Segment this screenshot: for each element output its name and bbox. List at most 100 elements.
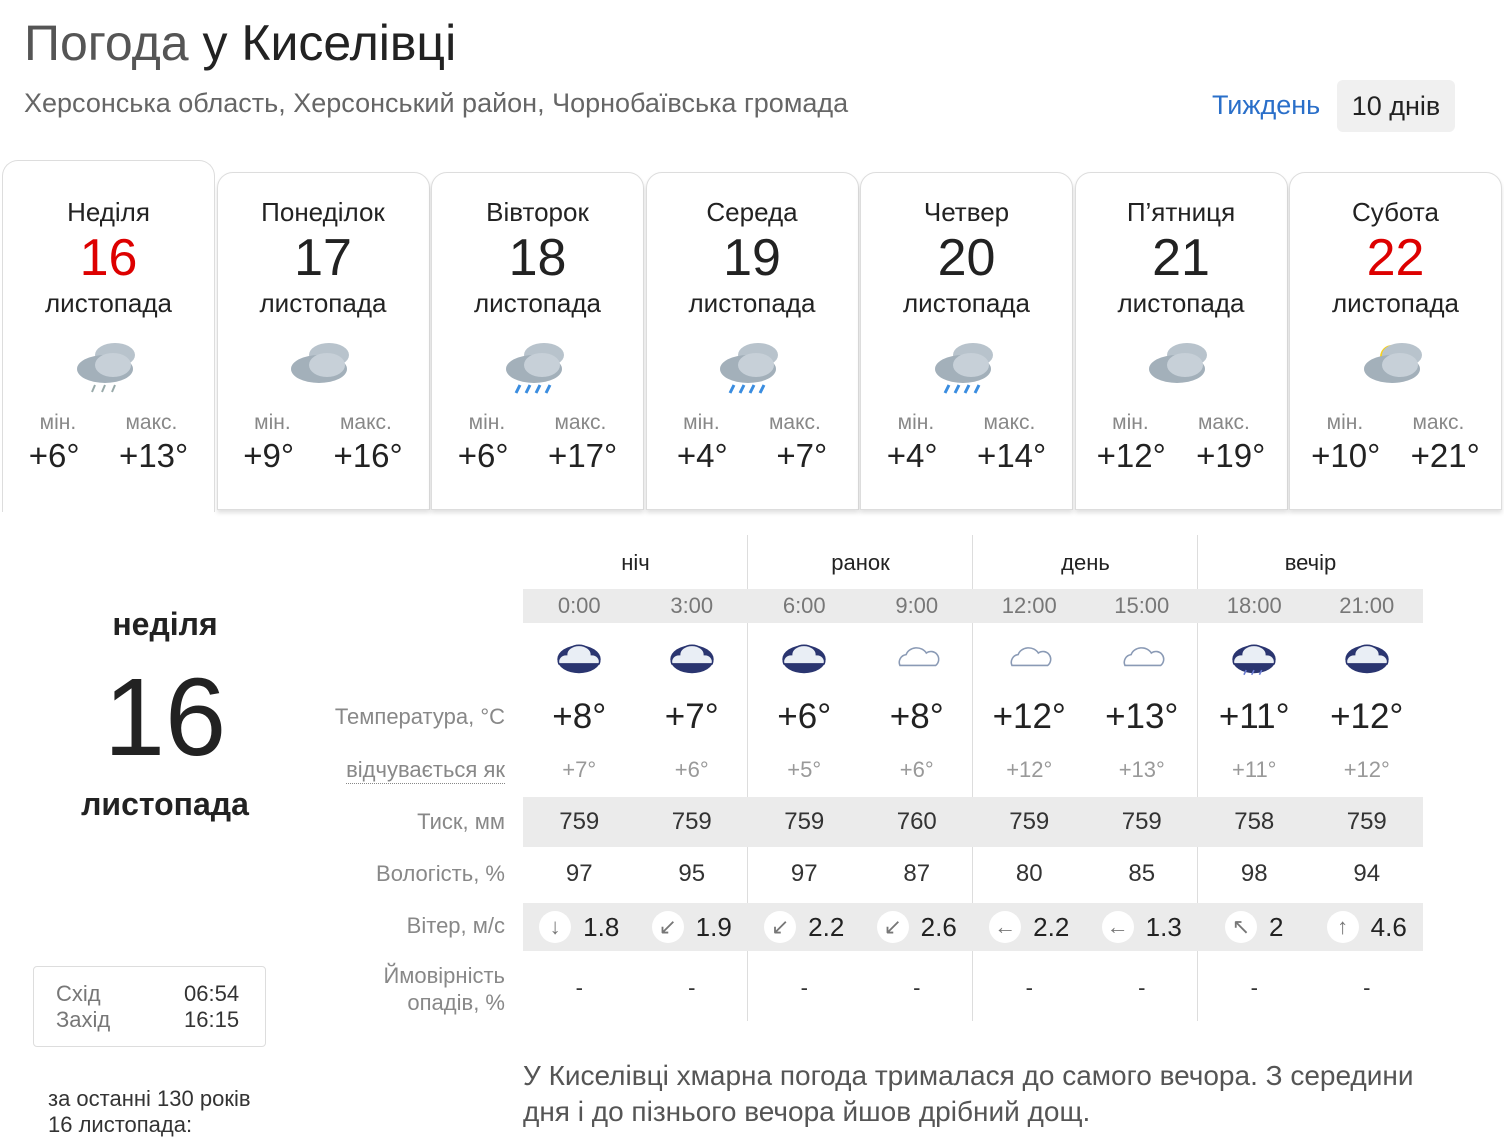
day-month: листопада	[259, 288, 387, 318]
day-tab-5[interactable]: П’ятниця 21 листопада мін. макс. +12° +19°	[1074, 172, 1288, 510]
wind-direction-icon: ↙	[764, 911, 797, 943]
precipitation-cell: -	[1250, 975, 1258, 1000]
wind-speed: 2.2	[808, 911, 845, 942]
day-number: 19	[723, 229, 781, 287]
day-number: 18	[508, 229, 567, 287]
wind-direction-icon: ↙	[876, 911, 909, 943]
day-tabs: Неділя 16 листопада мін. макс. +6° +13° Пон…	[0, 160, 1504, 512]
temperature-cell: +6°	[777, 697, 832, 736]
selected-weekday: неділя	[112, 606, 218, 642]
wind-speed: 1.3	[1145, 911, 1182, 942]
max-temp: +14°	[977, 437, 1047, 474]
humidity-cell: 98	[1240, 860, 1268, 887]
min-label: мін.	[1326, 411, 1364, 434]
precipitation-cell: -	[913, 975, 921, 1000]
overcast-icon	[218, 335, 429, 407]
wind-direction-icon: ←	[989, 911, 1022, 943]
selected-month: листопада	[81, 786, 249, 822]
min-label: мін.	[254, 411, 291, 434]
wind-cell: ↙ 2.2	[748, 903, 861, 951]
day-month: листопада	[1117, 288, 1245, 318]
day-name: П’ятниця	[1126, 197, 1236, 227]
temperature-cell: +7°	[664, 697, 719, 736]
wind-direction-icon: ↙	[651, 911, 684, 943]
cloud-icon	[861, 636, 974, 686]
row-label-humidity: Вологість, %	[376, 861, 505, 886]
sunset-time: 16:15	[184, 1007, 240, 1032]
row-label-temp: Температура, °C	[334, 704, 505, 729]
time-cell: 9:00	[895, 593, 939, 618]
precipitation-cell: -	[575, 975, 583, 1000]
day-tab-6[interactable]: Субота 22 листопада мін. макс. +10° +21°	[1289, 172, 1502, 510]
max-label: макс.	[768, 411, 821, 434]
day-name: Середа	[706, 197, 798, 227]
feels-like-cell: +12°	[1006, 757, 1053, 782]
sunset-label: Захід	[56, 1007, 111, 1032]
time-cell: 15:00	[1114, 593, 1170, 618]
feels-like-cell: +12°	[1343, 757, 1390, 782]
day-month: листопада	[1332, 288, 1459, 318]
night-cloud-rain-icon	[1198, 636, 1311, 686]
wind-speed: 1.9	[695, 911, 732, 942]
ten-days-button[interactable]: 10 днів	[1337, 80, 1455, 132]
row-label-precip1: Ймовірність	[383, 963, 505, 988]
max-temp: +13°	[119, 437, 189, 474]
wind-cell: ← 2.2	[973, 903, 1086, 951]
weather-description: У Киселівці хмарна погода трималася до с…	[523, 1060, 1414, 1127]
wind-cell: ↑ 4.6	[1311, 903, 1424, 951]
max-temp: +21°	[1410, 437, 1480, 474]
max-temp: +16°	[333, 437, 403, 474]
max-temp: +7°	[776, 437, 828, 474]
day-name: Вівторок	[486, 197, 589, 227]
time-cell: 18:00	[1226, 593, 1282, 618]
wind-direction-icon: ←	[1101, 911, 1134, 943]
humidity-cell: 87	[903, 860, 931, 887]
temperature-row: +8° +7° +6° +8° +12° +13° +11° +12°	[523, 694, 1423, 740]
wind-speed: 1.8	[583, 911, 620, 942]
day-tab-3[interactable]: Середа 19 листопада мін. макс. +4° +7°	[645, 172, 859, 510]
day-name: Четвер	[923, 197, 1010, 227]
feels-like-cell: +6°	[899, 757, 934, 782]
row-label-precip2: опадів, %	[407, 990, 505, 1015]
period-label: ніч	[621, 550, 650, 575]
wind-cell: ← 1.3	[1086, 903, 1199, 951]
night-cloud-icon	[523, 636, 636, 686]
cloud-rain-icon	[647, 335, 858, 407]
temperature-cell: +13°	[1105, 697, 1179, 736]
wind-speed: 2.6	[920, 911, 957, 942]
day-number: 16	[79, 229, 138, 287]
pressure-cell: 759	[784, 808, 825, 835]
day-month: листопада	[688, 288, 816, 318]
day-tab-4[interactable]: Четвер 20 листопада мін. макс. +4° +14°	[860, 172, 1073, 510]
max-label: макс.	[339, 411, 392, 434]
humidity-cell: 85	[1128, 860, 1156, 887]
humidity-row: 97 95 97 87 80 85 98 94	[523, 850, 1423, 898]
min-temp: +6°	[457, 437, 509, 474]
wind-speed: 2	[1269, 911, 1284, 942]
sunrise-label: Схід	[56, 981, 101, 1006]
title-prefix: Погода	[24, 15, 189, 71]
week-link[interactable]: Тиждень	[1212, 90, 1321, 120]
wind-row: ↓ 1.8 ↙ 1.9 ↙ 2.2 ↙ 2.6 ← 2.2 ← 1.3 ↖ 2 ↑ 4.6	[523, 903, 1423, 951]
max-label: макс.	[983, 411, 1036, 434]
feels-like-cell: +11°	[1232, 757, 1277, 782]
time-row: 0:00 3:00 6:00 9:00 12:00 15:00 18:00 21:00	[523, 589, 1423, 623]
day-tab-0[interactable]: Неділя 16 листопада мін. макс. +6° +13°	[2, 160, 215, 512]
day-name: Понеділок	[261, 197, 385, 227]
max-label: макс.	[1412, 411, 1465, 434]
history-text: за останні 130 років 16 листопада:	[48, 1086, 251, 1138]
location-subtitle: Херсонська область, Херсонський район, Ч…	[24, 88, 849, 118]
day-tab-2[interactable]: Вівторок 18 листопада мін. макс. +6° +17°	[431, 172, 644, 510]
min-temp: +6°	[28, 437, 80, 474]
day-tab-1[interactable]: Понеділок 17 листопада мін. макс. +9° +16°	[216, 172, 430, 510]
pressure-cell: 759	[1121, 808, 1162, 835]
humidity-cell: 97	[790, 860, 818, 887]
min-temp: +4°	[886, 437, 938, 474]
pressure-cell: 759	[559, 808, 600, 835]
wind-cell: ↙ 1.9	[636, 903, 749, 951]
day-month: листопада	[474, 288, 601, 318]
feels-like-cell: +5°	[787, 757, 822, 782]
feels-like-cell: +6°	[674, 757, 709, 782]
time-cell: 12:00	[1001, 593, 1057, 618]
feels-like-row: +7° +6° +5° +6° +12° +13° +11° +12°	[523, 752, 1423, 788]
